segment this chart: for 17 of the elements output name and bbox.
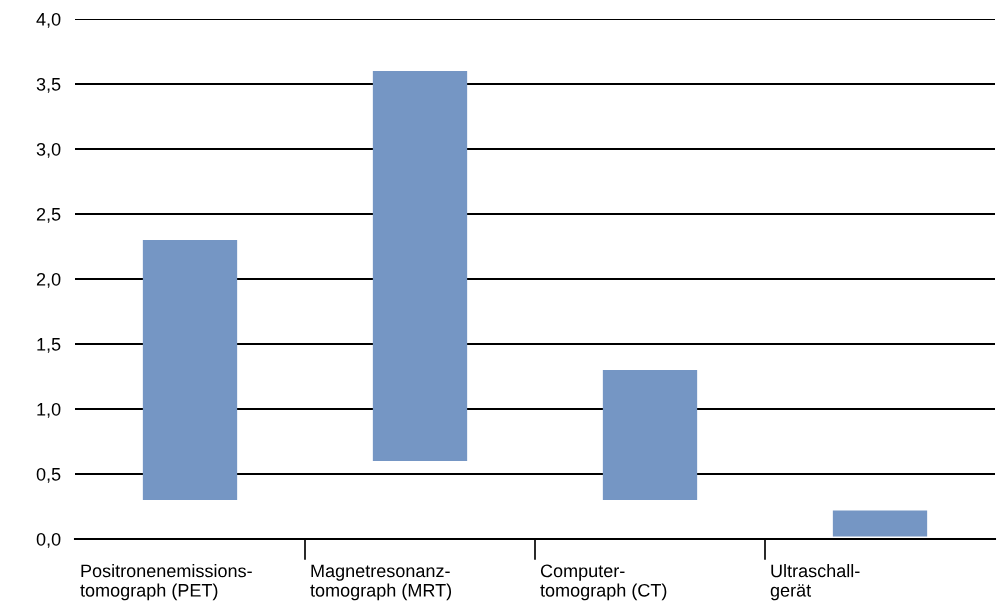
- y-tick-label: 3,5: [36, 77, 61, 93]
- bar: [372, 71, 468, 461]
- x-tick-label: Positronenemissions- tomograph (PET): [80, 564, 252, 601]
- y-tick-label: 2,5: [36, 207, 61, 223]
- bar: [602, 370, 698, 500]
- y-tick-label: 1,0: [37, 402, 61, 418]
- y-tick-label: 0,5: [36, 467, 61, 483]
- bar: [142, 240, 238, 500]
- x-tick-label: Computer- tomograph (CT): [540, 564, 667, 601]
- x-tick-label: Magnetresonanz- tomograph (MRT): [310, 564, 452, 601]
- bar: [832, 510, 928, 537]
- y-tick-label: 0,0: [36, 532, 61, 548]
- y-tick-label: 2,0: [36, 272, 61, 288]
- x-tick-label: Ultraschall- gerät: [770, 564, 860, 601]
- y-tick-label: 3,0: [36, 142, 61, 158]
- y-tick-label: 1,5: [37, 338, 61, 353]
- y-tick-label: 4,0: [36, 12, 61, 28]
